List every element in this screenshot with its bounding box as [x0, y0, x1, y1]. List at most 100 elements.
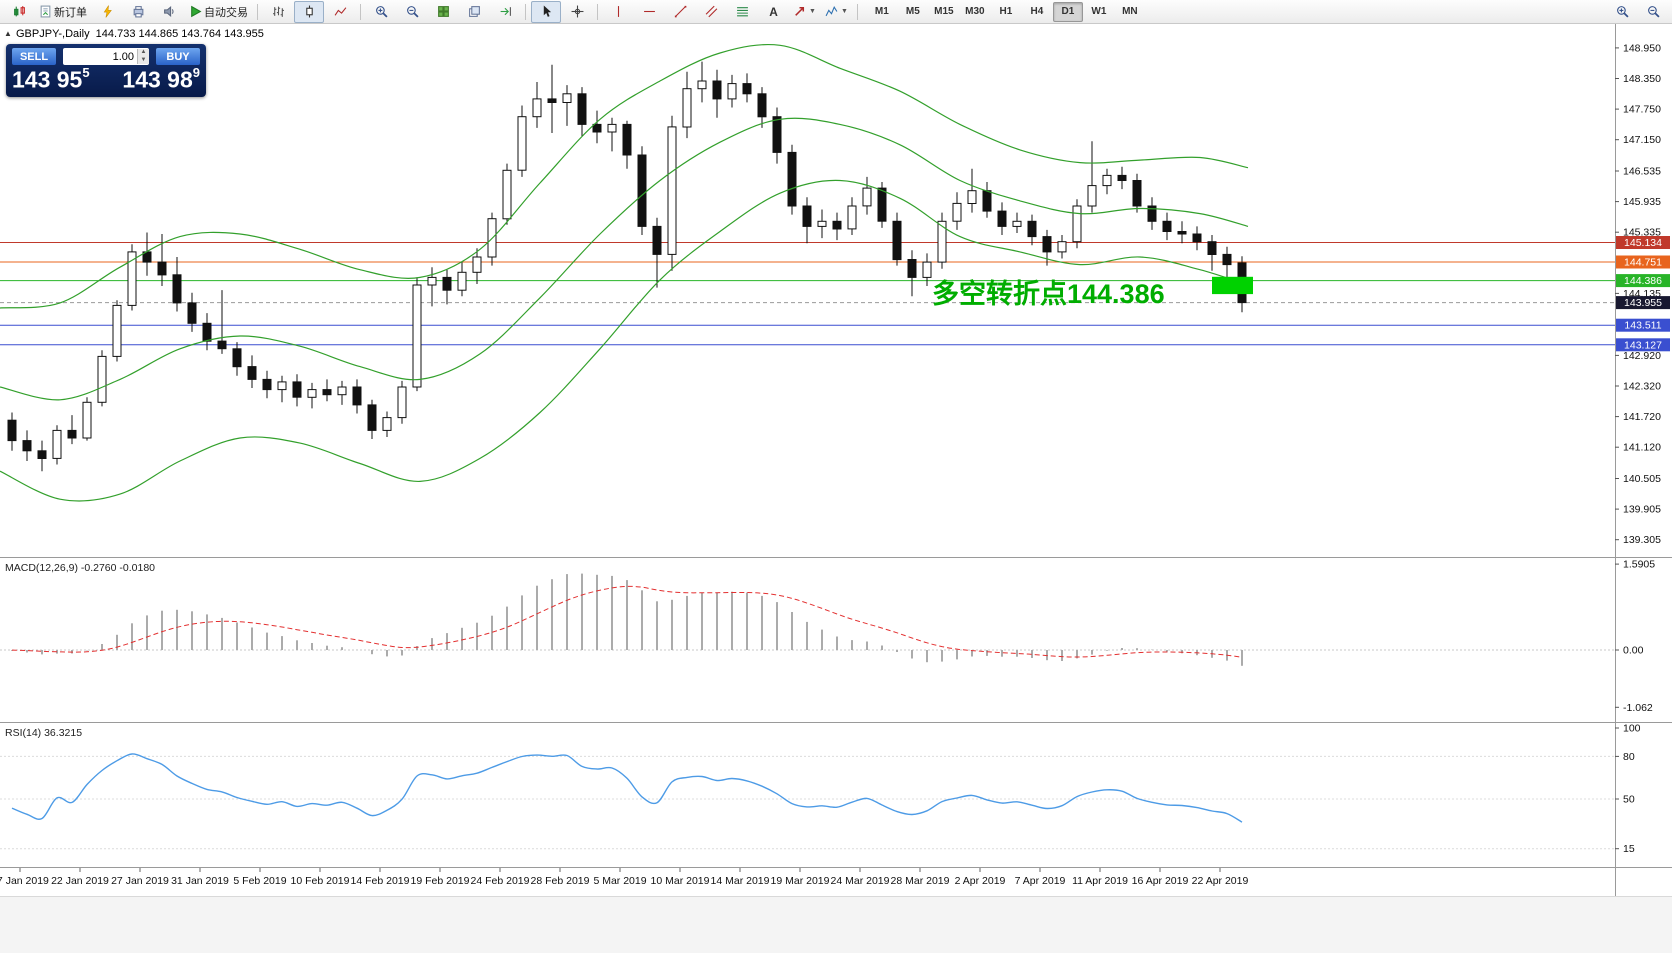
ask-price[interactable]: 143 989: [122, 66, 200, 93]
candle-bull: [532, 98, 542, 118]
price-tags: 145.134 144.751 144.386 143.955 143.511 143.1…: [1616, 236, 1670, 352]
chart-ohlc-header: GBPJPY-,Daily 144.733 144.865 143.764 14…: [16, 28, 264, 40]
volume-spinner[interactable]: ▲ ▼: [137, 48, 149, 65]
quick-trade-button[interactable]: [92, 1, 122, 23]
chart-window: 148.950 148.350 147.750 147.150 146.535 145.9…: [0, 24, 1672, 953]
volume-up-icon[interactable]: ▲: [138, 48, 149, 57]
chart-collapse-icon[interactable]: ▲: [4, 29, 12, 38]
candle-bear: [787, 151, 797, 207]
candle-bear: [1132, 180, 1142, 207]
timeframe-h4[interactable]: H4: [1030, 6, 1044, 17]
text-label-button[interactable]: A: [758, 1, 788, 23]
annotation-text[interactable]: 多空转折点144.386: [932, 279, 1165, 309]
crosshair-button[interactable]: [562, 1, 592, 23]
line-chart-mode-button[interactable]: [325, 1, 355, 23]
macd-pane-label: MACD(12,26,9) -0.2760 -0.0180: [5, 562, 155, 574]
volume-down-icon[interactable]: ▼: [138, 56, 149, 65]
candle-bull: [817, 220, 827, 227]
news-icon: [163, 5, 176, 18]
timeframe-m5[interactable]: M5: [905, 6, 920, 17]
timeframe-m1[interactable]: M1: [874, 6, 889, 17]
candle-bear: [892, 220, 902, 261]
bar-chart-mode-button[interactable]: [263, 1, 293, 23]
toolbar-right-group: [1607, 1, 1668, 23]
candle-bear: [202, 322, 212, 342]
price-tick-label: 142.920: [1623, 350, 1661, 362]
horizontal-line-button[interactable]: [634, 1, 664, 23]
candle-bull: [427, 276, 437, 286]
text-label-icon: A: [767, 5, 780, 18]
timeframe-mn[interactable]: MN: [1122, 6, 1138, 17]
candle-bull: [397, 386, 407, 419]
price-tag-144.751: [1616, 255, 1670, 269]
candle-bear: [292, 381, 302, 398]
equidistant-channel-icon: [705, 5, 718, 18]
timeframe-h1[interactable]: H1: [999, 6, 1013, 17]
date-label: 19 Mar 2019: [771, 875, 830, 887]
sell-button[interactable]: SELL: [12, 48, 56, 65]
candle-bear: [982, 190, 992, 212]
chart-canvas[interactable]: 148.950 148.350 147.750 147.150 146.535 145.9…: [0, 24, 1672, 953]
arrange-windows-icon: [468, 5, 481, 18]
date-label: 22 Jan 2019: [51, 875, 109, 887]
arrange-windows-button[interactable]: [459, 1, 489, 23]
candle-bear: [1042, 236, 1052, 253]
candlestick-mode-button[interactable]: [294, 0, 324, 23]
candle-bear: [367, 404, 377, 431]
price-axis[interactable]: 148.950 148.350 147.750 147.150 146.535 145.9…: [1615, 42, 1661, 855]
fibonacci-button[interactable]: [727, 1, 757, 23]
arrows-icon: [793, 5, 806, 18]
print-button[interactable]: [123, 1, 153, 23]
vertical-line-button[interactable]: [603, 1, 633, 23]
autotrading-label: 自动交易: [204, 6, 248, 19]
timeframe-m30[interactable]: M30: [965, 6, 985, 17]
candle-bull: [127, 251, 137, 306]
news-button[interactable]: [154, 1, 184, 23]
bid-main: 143 95: [12, 66, 83, 93]
candle-bull: [862, 187, 872, 207]
axes: [0, 24, 1672, 953]
dropdown-caret-icon: ▼: [809, 8, 816, 15]
candle-bull: [1057, 241, 1067, 253]
chart-shift-button[interactable]: [490, 1, 520, 23]
crosshair-icon: [571, 5, 584, 18]
candlestick-mode-icon: [303, 5, 316, 18]
arrows-button[interactable]: ▼: [789, 1, 820, 23]
bb-lower-line: [0, 179, 1249, 502]
zoom-in-button[interactable]: [366, 1, 396, 23]
macd-pane: [0, 573, 1615, 666]
zoom-out-button[interactable]: [397, 1, 427, 23]
zoom-out-icon: [406, 5, 419, 18]
zoom-out-window-button[interactable]: [1638, 1, 1668, 23]
indicators-button[interactable]: ▼: [821, 1, 852, 23]
buy-button[interactable]: BUY: [156, 48, 200, 65]
new-chart-button[interactable]: [4, 1, 34, 23]
rsi-tick-label: 50: [1623, 794, 1635, 806]
zoom-in-window-button[interactable]: [1607, 1, 1637, 23]
candle-bear: [832, 220, 842, 230]
candle-bull: [922, 261, 932, 278]
date-label: 5 Feb 2019: [233, 875, 286, 887]
equidistant-channel-button[interactable]: [696, 1, 726, 23]
date-label: 11 Apr 2019: [1072, 875, 1128, 887]
trendline-button[interactable]: [665, 1, 695, 23]
autotrading-button[interactable]: 自动交易: [185, 1, 252, 23]
tile-windows-button[interactable]: [428, 1, 458, 23]
candle-bull: [457, 271, 467, 291]
volume-value[interactable]: 1.00: [112, 50, 134, 63]
timeframe-m15[interactable]: M15: [934, 6, 954, 17]
volume-control[interactable]: 1.00 ▲ ▼: [63, 48, 149, 65]
bar-chart-mode-icon: [272, 5, 285, 18]
candle-bear: [997, 210, 1007, 227]
cursor-button[interactable]: [531, 0, 561, 23]
bid-price[interactable]: 143 955: [12, 66, 90, 93]
timeframe-d1[interactable]: D1: [1052, 1, 1083, 22]
new-order-button[interactable]: 新订单: [35, 1, 91, 23]
ask-main: 143 98: [122, 66, 193, 93]
price-tick-label: 147.750: [1623, 104, 1661, 116]
timeframe-w1[interactable]: W1: [1091, 6, 1107, 17]
highlight-rectangle[interactable]: [1212, 276, 1253, 295]
macd-tick-label: 1.5905: [1623, 559, 1655, 571]
price-tick-label: 142.320: [1623, 381, 1661, 393]
